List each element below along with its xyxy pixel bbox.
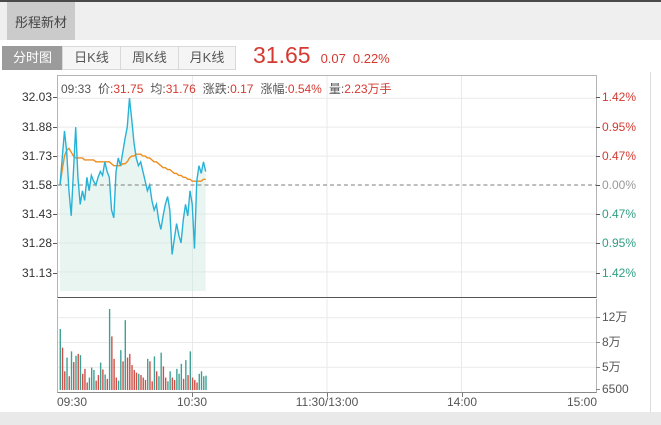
price-axis-label: 32.03 <box>21 90 52 105</box>
time-axis-label: 11:30/13:00 <box>295 395 359 409</box>
info-segment: 均:31.76 <box>150 82 196 96</box>
volume-panel[interactable] <box>57 299 597 393</box>
percent-axis-label: 0.00% <box>602 178 637 192</box>
last-price: 31.65 <box>253 42 311 68</box>
time-axis-label: 15:00 <box>566 395 597 409</box>
info-segment: 涨幅:0.54% <box>260 82 322 96</box>
percent-axis-label: 1.42% <box>602 90 637 105</box>
price-axis-label: 31.73 <box>21 148 52 163</box>
axis-tick <box>192 393 193 397</box>
stock-name: 彤程新材 <box>14 14 67 30</box>
volume-axis-label: 6500 <box>602 382 629 396</box>
volume-axis-label: 5万 <box>602 360 621 374</box>
price-panel[interactable]: 09:33 价:31.75 均:31.76 涨跌:0.17 涨幅:0.54% 量:2.23… <box>57 75 597 298</box>
price-axis-label: 31.88 <box>21 119 52 134</box>
percent-axis-label: 0.47% <box>602 148 637 163</box>
price-axis-label: 31.13 <box>21 265 52 280</box>
price-axis-label: 31.28 <box>21 236 52 251</box>
info-segment: 价:31.75 <box>98 82 144 96</box>
tab-intraday[interactable]: 分时图 <box>2 46 63 70</box>
percent-axis-label: 0.47% <box>602 207 637 222</box>
price-axis-label: 31.58 <box>21 178 52 192</box>
percent-axis-label: 0.95% <box>602 236 637 251</box>
time-axis-label: 14:00 <box>446 395 478 409</box>
axis-tick <box>327 393 328 397</box>
tab-monthly-k[interactable]: 月K线 <box>178 46 236 70</box>
info-segment: 量:2.23万手 <box>328 82 392 96</box>
price-change: 0.07 <box>320 51 346 66</box>
price-change-percent: 0.22% <box>352 51 390 66</box>
volume-axis-label: 12万 <box>602 310 628 324</box>
right-divider <box>650 72 651 412</box>
axis-tick <box>462 393 463 397</box>
quote-summary: 31.65 0.07 0.22% <box>253 42 390 72</box>
window-header: 彤程新材 <box>0 2 661 40</box>
time-axis-label: 10:30 <box>176 395 208 409</box>
volume-chart-svg[interactable] <box>58 299 596 392</box>
time-axis-label: 09:30 <box>57 395 88 409</box>
chart-tab-bar: 分时图 日K线 周K线 月K线 31.65 0.07 0.22% <box>0 42 661 70</box>
tab-weekly-k[interactable]: 周K线 <box>120 46 179 70</box>
price-chart-svg[interactable] <box>58 76 596 297</box>
stock-name-tab[interactable]: 彤程新材 <box>7 2 75 40</box>
tab-daily-k[interactable]: 日K线 <box>62 46 121 70</box>
window-top-border <box>0 0 661 2</box>
price-axis-label: 31.43 <box>21 207 52 222</box>
info-segment: 09:33 <box>61 82 92 96</box>
volume-axis-label: 8万 <box>602 335 621 349</box>
bottom-margin <box>0 412 661 425</box>
info-segment: 涨跌:0.17 <box>202 82 254 96</box>
chart-info-bar: 09:33 价:31.75 均:31.76 涨跌:0.17 涨幅:0.54% 量:2.23… <box>61 80 399 97</box>
percent-axis-label: 0.95% <box>602 119 637 134</box>
percent-axis-label: 1.42% <box>602 265 637 280</box>
